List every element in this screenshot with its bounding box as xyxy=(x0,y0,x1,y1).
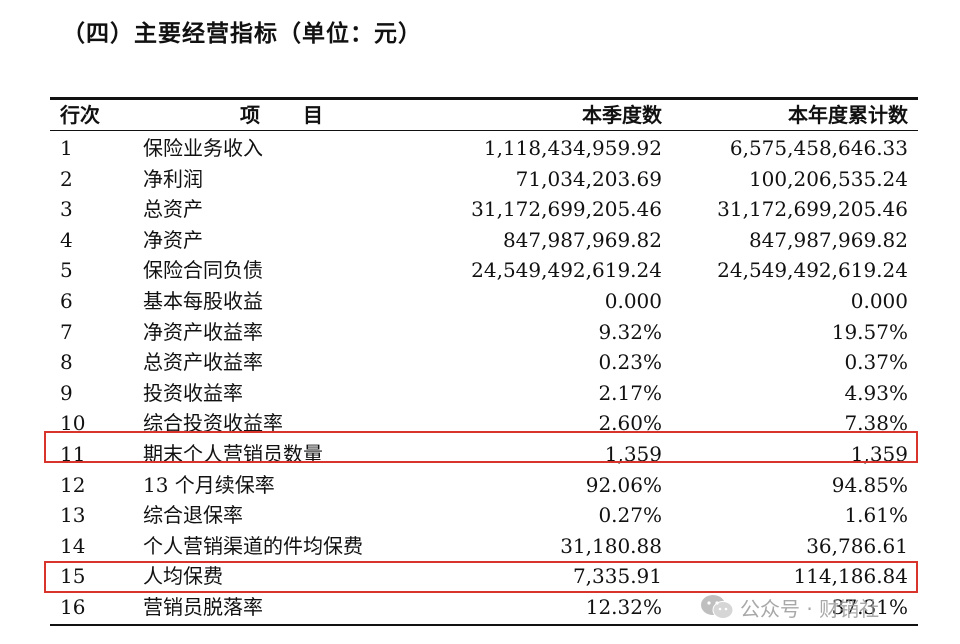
cell-no: 4 xyxy=(60,227,73,252)
cell-quarter: 0.27% xyxy=(598,503,662,528)
cell-item: 投资收益率 xyxy=(143,380,243,405)
cell-quarter: 92.06% xyxy=(585,472,662,497)
cell-ytd: 37.31% xyxy=(831,595,908,619)
cell-quarter: 31,172,699,205.46 xyxy=(471,197,662,222)
cell-ytd: 24,549,492,619.24 xyxy=(717,258,908,283)
header-ytd: 本年度累计数 xyxy=(788,103,908,127)
table-row: 13 综合退保率 0.27% 1.61% xyxy=(50,500,918,531)
table-row: 7 净资产收益率 9.32% 19.57% xyxy=(50,317,918,348)
table-header-rule xyxy=(50,130,918,131)
cell-no: 9 xyxy=(60,380,73,405)
table-row: 3 总资产 31,172,699,205.46 31,172,699,205.46 xyxy=(50,194,918,225)
cell-ytd: 6,575,458,646.33 xyxy=(729,136,908,160)
table-row: 15 人均保费 7,335.91 114,186.84 xyxy=(50,561,918,592)
cell-quarter: 0.000 xyxy=(604,289,662,313)
table-header-row: 行次 项 目 本季度数 本年度累计数 xyxy=(50,100,918,131)
cell-quarter: 24,549,492,619.24 xyxy=(471,258,662,283)
table-row: 4 净资产 847,987,969.82 847,987,969.82 xyxy=(50,225,918,256)
header-no: 行次 xyxy=(60,103,100,127)
watermark: 公众号 · 财销社 xyxy=(700,592,879,622)
cell-item: 保险合同负债 xyxy=(143,258,263,283)
table-row: 6 基本每股收益 0.000 0.000 xyxy=(50,286,918,317)
table-top-rule xyxy=(50,97,918,100)
cell-ytd: 100,206,535.24 xyxy=(748,166,908,191)
cell-no: 1 xyxy=(60,136,73,160)
cell-item: 综合退保率 xyxy=(143,503,243,528)
cell-ytd: 94.85% xyxy=(831,472,908,497)
cell-item: 人均保费 xyxy=(143,564,223,589)
cell-ytd: 0.000 xyxy=(850,289,908,313)
highlight-box-row-11 xyxy=(44,431,918,463)
cell-no: 8 xyxy=(60,350,73,375)
cell-ytd: 1.61% xyxy=(844,503,908,528)
wechat-icon xyxy=(701,595,734,619)
table-row: 16 营销员脱落率 12.32% 37.31% xyxy=(50,592,918,623)
table-row: 12 13 个月续保率 92.06% 94.85% xyxy=(50,470,918,501)
cell-ytd: 0.37% xyxy=(844,350,908,375)
cell-no: 15 xyxy=(60,564,86,589)
cell-item: 净资产收益率 xyxy=(143,319,263,344)
cell-ytd: 36,786.61 xyxy=(806,533,908,558)
cell-item: 净资产 xyxy=(143,227,203,252)
table-row: 2 净利润 71,034,203.69 100,206,535.24 xyxy=(50,164,918,195)
cell-item: 净利润 xyxy=(143,166,203,191)
cell-no: 14 xyxy=(60,533,86,558)
cell-no: 13 xyxy=(60,503,86,528)
page-title: （四）主要经营指标（单位：元） xyxy=(62,21,422,47)
cell-quarter: 847,987,969.82 xyxy=(502,227,662,252)
cell-ytd: 4.93% xyxy=(844,380,908,405)
table-row: 8 总资产收益率 0.23% 0.37% xyxy=(50,347,918,378)
cell-ytd: 847,987,969.82 xyxy=(748,227,908,252)
cell-item: 保险业务收入 xyxy=(143,136,263,160)
cell-quarter: 7,335.91 xyxy=(572,564,662,589)
cell-quarter: 1,118,434,959.92 xyxy=(483,136,662,160)
table-row: 9 投资收益率 2.17% 4.93% xyxy=(50,378,918,409)
cell-item: 基本每股收益 xyxy=(143,289,263,313)
cell-no: 7 xyxy=(60,319,73,344)
header-quarter: 本季度数 xyxy=(582,103,662,127)
cell-ytd: 114,186.84 xyxy=(793,564,908,589)
cell-ytd: 19.57% xyxy=(831,319,908,344)
cell-no: 5 xyxy=(60,258,73,283)
cell-quarter: 9.32% xyxy=(598,319,662,344)
highlight-box-row-15 xyxy=(44,561,918,593)
table-bottom-rule xyxy=(50,624,918,626)
cell-quarter: 31,180.88 xyxy=(560,533,662,558)
cell-no: 6 xyxy=(60,289,73,313)
table-row: 14 个人营销渠道的件均保费 31,180.88 36,786.61 xyxy=(50,531,918,562)
cell-no: 3 xyxy=(60,197,73,222)
table-row: 5 保险合同负债 24,549,492,619.24 24,549,492,619.2… xyxy=(50,255,918,286)
cell-quarter: 12.32% xyxy=(585,595,662,619)
cell-no: 2 xyxy=(60,166,73,191)
cell-item: 13 个月续保率 xyxy=(143,472,275,497)
header-item: 项 目 xyxy=(240,103,323,127)
cell-quarter: 71,034,203.69 xyxy=(515,166,662,191)
cell-ytd: 31,172,699,205.46 xyxy=(717,197,908,222)
cell-quarter: 2.17% xyxy=(598,380,662,405)
cell-no: 12 xyxy=(60,472,86,497)
cell-item: 个人营销渠道的件均保费 xyxy=(143,533,363,558)
cell-item: 总资产 xyxy=(143,197,203,222)
cell-quarter: 0.23% xyxy=(598,350,662,375)
cell-no: 16 xyxy=(60,595,86,619)
cell-item: 总资产收益率 xyxy=(143,350,263,375)
watermark-text: 公众号 · 财销社 xyxy=(740,596,880,621)
table-row: 1 保险业务收入 1,118,434,959.92 6,575,458,646.33 xyxy=(50,133,918,164)
cell-item: 营销员脱落率 xyxy=(143,595,263,619)
